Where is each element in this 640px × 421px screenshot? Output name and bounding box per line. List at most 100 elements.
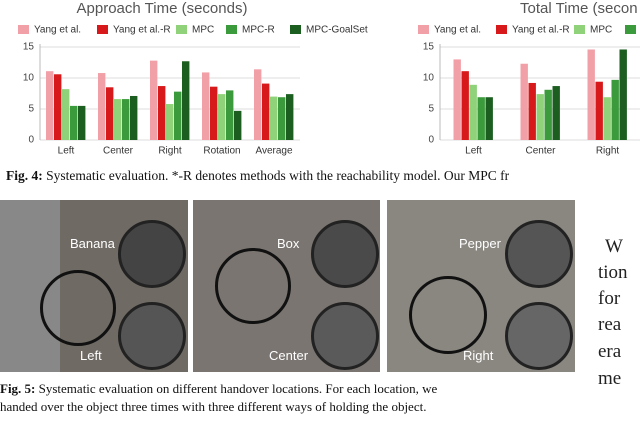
body-text-line: era: [598, 341, 622, 362]
legend-swatch: [176, 25, 187, 34]
object-label: Box: [277, 236, 300, 251]
bar: [262, 83, 270, 140]
bar: [528, 82, 536, 140]
circle: [40, 270, 116, 346]
legend-swatch: [625, 25, 636, 34]
figure-4-caption: Fig. 4: Systematic evaluation. *-R denot…: [6, 168, 509, 184]
inset: [118, 302, 186, 370]
bar: [62, 89, 70, 140]
body-text-line: me: [598, 368, 622, 389]
y-tick-label: 5: [428, 104, 434, 115]
inset: [311, 220, 379, 288]
body-text-line: tion: [598, 262, 628, 283]
bar: [182, 61, 190, 141]
object-label: Banana: [70, 236, 115, 251]
circle: [215, 248, 291, 324]
x-tick-label: Center: [103, 146, 134, 157]
bar: [78, 105, 86, 140]
y-tick-label: 15: [23, 42, 35, 53]
caption-text: Systematic evaluation. *-R denotes metho…: [46, 168, 510, 183]
bar: [166, 104, 174, 140]
body-text-line: W: [605, 236, 623, 257]
location-label: Center: [269, 348, 309, 363]
bar: [70, 105, 78, 140]
location-label: Left: [80, 348, 102, 363]
y-tick-label: 0: [428, 135, 434, 146]
y-tick-label: 15: [423, 42, 435, 53]
y-tick-label: 10: [423, 73, 435, 84]
x-tick-label: Right: [158, 146, 182, 157]
bar: [536, 94, 544, 140]
chart-title: Total Time (secon: [520, 0, 638, 17]
bar: [98, 73, 106, 140]
legend-label: MPC: [192, 25, 214, 36]
x-tick-label: Center: [525, 146, 556, 157]
bar: [202, 72, 210, 140]
bar: [611, 79, 619, 140]
x-tick-label: Left: [465, 146, 482, 157]
bar: [226, 90, 234, 140]
x-tick-label: Right: [596, 146, 620, 157]
bar: [254, 69, 262, 140]
photo-panel: Pepper Right: [387, 200, 575, 372]
bar: [150, 60, 158, 140]
bar: [270, 96, 278, 140]
bar: [114, 99, 122, 140]
bar: [158, 86, 166, 140]
caption-text: handed over the object three times with …: [0, 399, 427, 414]
bar: [278, 97, 286, 140]
bar: [485, 97, 493, 140]
legend-label: Yang et al.-R: [512, 25, 570, 36]
bar: [234, 110, 242, 140]
legend-swatch: [226, 25, 237, 34]
legend-swatch: [418, 25, 429, 34]
x-tick-label: Average: [255, 146, 293, 157]
bar: [469, 84, 477, 140]
object-label: Pepper: [459, 236, 501, 251]
bar: [595, 81, 603, 140]
bar: [453, 59, 461, 140]
legend-label: Yang et al.-R: [113, 25, 171, 36]
bar: [477, 97, 485, 140]
inset: [118, 220, 186, 288]
caption-text: Systematic evaluation on different hando…: [38, 381, 438, 396]
bar: [544, 89, 552, 140]
legend-swatch: [496, 25, 507, 34]
legend-label: MPC: [590, 25, 612, 36]
legend-label: MPC-GoalSet: [306, 25, 368, 36]
circle: [409, 276, 487, 354]
chart-title: Approach Time (seconds): [77, 0, 248, 17]
bar: [520, 63, 528, 140]
figure-label: Fig. 5:: [0, 381, 36, 396]
bar: [286, 94, 294, 140]
bar: [218, 94, 226, 140]
y-tick-label: 5: [28, 104, 34, 115]
bar: [174, 91, 182, 140]
legend-swatch: [574, 25, 585, 34]
figure-label: Fig. 4:: [6, 168, 43, 183]
inset: [311, 302, 379, 370]
bar: [122, 99, 130, 140]
legend-swatch: [18, 25, 29, 34]
legend-swatch: [97, 25, 108, 34]
location-label: Right: [463, 348, 494, 363]
figure-5-caption: Fig. 5: Systematic evaluation on differe…: [0, 381, 437, 397]
legend-swatch: [290, 25, 301, 34]
charts: Approach Time (seconds) Yang et al. Yang e…: [18, 0, 640, 157]
y-tick-label: 0: [28, 135, 34, 146]
photo-panel: Box Center: [193, 200, 380, 372]
bar: [130, 95, 138, 140]
bar: [552, 86, 560, 140]
inset: [505, 220, 573, 288]
y-tick-label: 10: [23, 73, 35, 84]
legend-label: Yang et al.: [34, 25, 81, 36]
bar: [603, 97, 611, 140]
bar: [106, 87, 114, 140]
bar: [461, 71, 469, 140]
photo-panel: Banana Left: [0, 200, 188, 372]
legend-label: Yang et al.: [434, 25, 481, 36]
bar: [210, 86, 218, 140]
legend-label: MPC-R: [242, 25, 275, 36]
inset: [505, 302, 573, 370]
